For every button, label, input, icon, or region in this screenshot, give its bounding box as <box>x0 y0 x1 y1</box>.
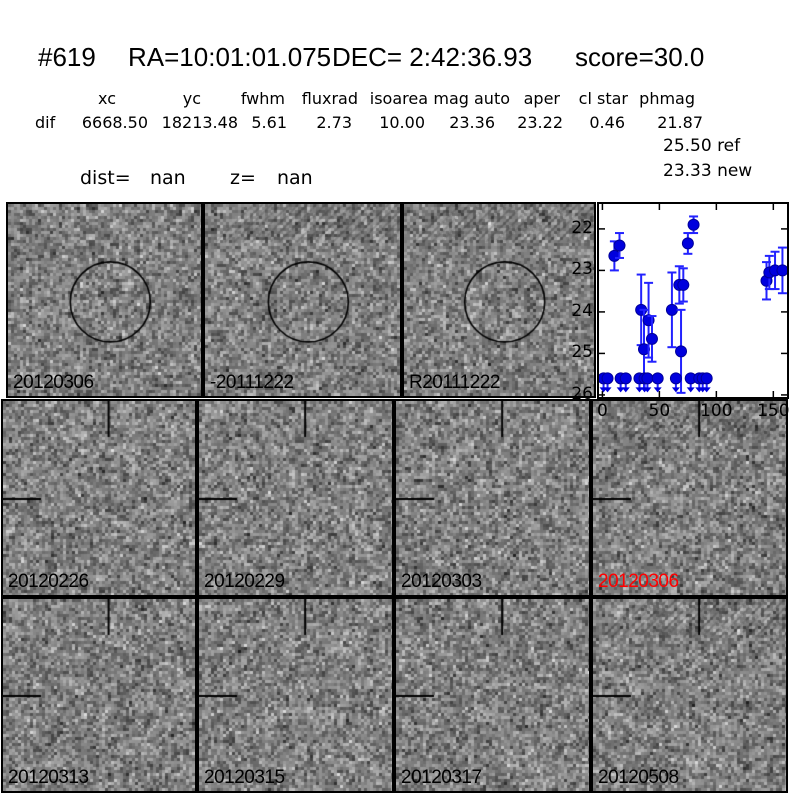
upper-limit-arrow <box>654 387 662 392</box>
lightcurve-svg <box>599 204 787 397</box>
cutout-epoch-20120226: 20120226 <box>1 399 197 597</box>
cutout-epoch-20120306-current: 20120306 <box>591 399 788 597</box>
cutout-epoch-20120313: 20120313 <box>1 597 197 793</box>
score-value: score=30.0 <box>575 42 704 73</box>
x-tick-label: 100 <box>694 401 738 421</box>
cutout-image <box>205 204 400 396</box>
value-xc: 6668.50 <box>53 113 148 132</box>
cutout-epoch-20120229: 20120229 <box>197 399 394 597</box>
candidate-inspection-figure: #619 RA=10:01:01.075 DEC= 2:42:36.93 sco… <box>0 0 800 800</box>
lightcurve-point <box>602 373 613 384</box>
cutout-date-label: 20120226 <box>8 571 89 593</box>
y-tick-label: 23 <box>557 259 593 279</box>
y-tick-label: 26 <box>557 384 593 404</box>
y-tick-label: 22 <box>557 218 593 238</box>
cutout-date-label: 20120306 <box>13 372 94 394</box>
dist-value: nan <box>150 167 186 189</box>
dec-value: DEC= 2:42:36.93 <box>332 42 532 73</box>
dist-label: dist= <box>80 167 131 189</box>
cutout-date-label: 20120303 <box>401 571 482 593</box>
cutout-dif-stamp: 20120306 <box>6 202 203 398</box>
cutout-epoch-20120303: 20120303 <box>394 399 591 597</box>
upper-limit-arrow <box>687 387 695 392</box>
lightcurve-point <box>646 333 657 344</box>
cutout-image <box>3 599 195 791</box>
col-header-isoarea: isoarea <box>333 89 428 108</box>
z-value: nan <box>277 167 313 189</box>
lightcurve-point <box>620 373 631 384</box>
x-tick-label: 50 <box>637 401 681 421</box>
cutout-epoch-20120315: 20120315 <box>197 597 394 793</box>
cutout-image <box>593 401 786 595</box>
value-phmag: 21.87 <box>608 113 703 132</box>
upper-limit-arrow <box>622 387 630 392</box>
y-tick-label: 24 <box>557 301 593 321</box>
lightcurve-point <box>777 265 787 276</box>
cutout-image <box>199 401 392 595</box>
cutout-image <box>199 599 392 791</box>
cutout-image <box>396 599 589 791</box>
cutout-image <box>8 204 201 396</box>
cutout-date-label: 20120508 <box>598 767 679 789</box>
cutout-image <box>3 401 195 595</box>
upper-limit-arrow <box>672 387 680 392</box>
col-header-xc: xc <box>21 89 116 108</box>
x-tick-label: 150 <box>751 401 795 421</box>
ra-value: RA=10:01:01.075 <box>128 42 331 73</box>
cutout-date-label: 20120317 <box>401 767 482 789</box>
lightcurve-point <box>678 279 689 290</box>
cutout-date-label-highlighted: 20120306 <box>598 571 679 593</box>
cutout-date-label: 20120229 <box>204 571 285 593</box>
lightcurve-point <box>688 219 699 230</box>
lightcurve-point <box>609 250 620 261</box>
lightcurve-point <box>642 373 653 384</box>
cutout-date-label: -20111222 <box>210 372 294 394</box>
lightcurve-plot <box>597 202 789 399</box>
cutout-epoch-20120508: 20120508 <box>591 597 788 793</box>
phmag-ref-line: 25.50 ref <box>663 136 740 156</box>
candidate-id: #619 <box>38 42 96 73</box>
y-tick-label: 25 <box>557 342 593 362</box>
cutout-image <box>593 599 786 791</box>
cutout-ref-stamp: -20111222 <box>203 202 402 398</box>
lightcurve-point <box>614 240 625 251</box>
lightcurve-point <box>652 373 663 384</box>
cutout-date-label: R20111222 <box>409 372 500 394</box>
lightcurve-point <box>682 238 693 249</box>
cutout-date-label: 20120313 <box>8 767 89 789</box>
z-label: z= <box>230 167 256 189</box>
col-header-phmag: phmag <box>600 89 695 108</box>
cutout-image <box>396 401 589 595</box>
lightcurve-point <box>676 346 687 357</box>
lightcurve-point <box>701 373 712 384</box>
lightcurve-point <box>666 304 677 315</box>
x-tick-label: 0 <box>580 401 624 421</box>
lightcurve-point <box>670 373 681 384</box>
cutout-epoch-20120317: 20120317 <box>394 597 591 793</box>
cutout-date-label: 20120315 <box>204 767 285 789</box>
col-header-yc: yc <box>106 89 201 108</box>
phmag-new-line: 23.33 new <box>663 161 752 181</box>
